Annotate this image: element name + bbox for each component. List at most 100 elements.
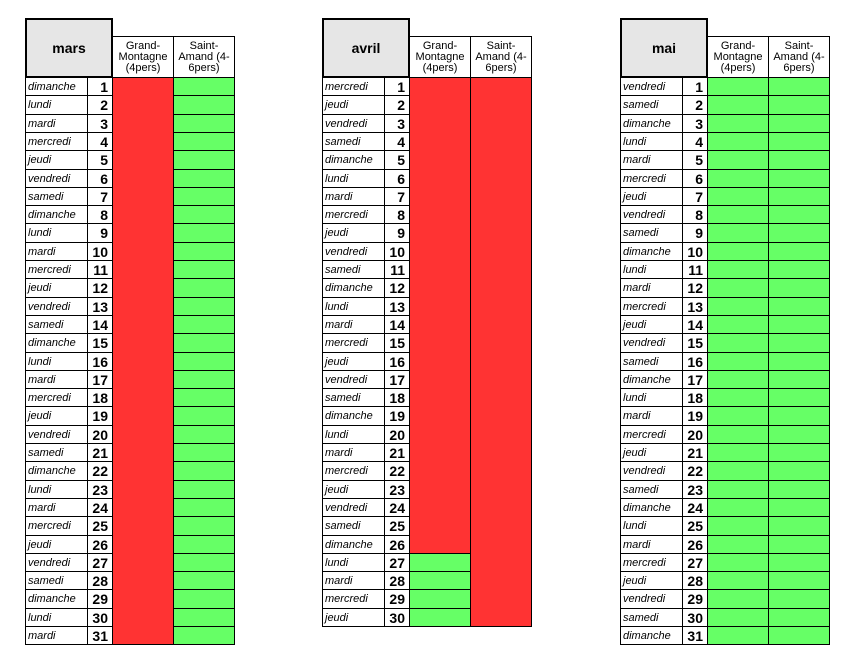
availability-cell — [173, 260, 235, 279]
column-header: Saint-Amand (4-6pers) — [173, 36, 235, 78]
availability-cell — [112, 297, 174, 316]
availability-cell — [768, 461, 830, 481]
availability-cell — [173, 443, 235, 462]
availability-cell — [768, 425, 830, 444]
day-number: 25 — [87, 516, 113, 536]
day-number: 9 — [384, 223, 410, 243]
day-name: mercredi — [620, 297, 683, 316]
day-number: 19 — [682, 406, 708, 426]
day-name: samedi — [620, 223, 683, 243]
availability-cell — [409, 242, 471, 261]
day-number: 13 — [87, 297, 113, 316]
day-number: 5 — [682, 150, 708, 170]
day-number: 1 — [682, 77, 708, 96]
availability-cell — [173, 278, 235, 298]
day-number: 30 — [682, 608, 708, 627]
availability-cell — [707, 589, 769, 609]
day-number: 22 — [682, 461, 708, 481]
availability-cell — [707, 498, 769, 517]
availability-cell — [470, 223, 532, 243]
day-name: samedi — [620, 608, 683, 627]
day-name: samedi — [322, 516, 385, 536]
day-number: 13 — [682, 297, 708, 316]
day-name: samedi — [25, 187, 88, 206]
availability-cell — [112, 498, 174, 517]
availability-cell — [409, 205, 471, 224]
availability-cell — [409, 297, 471, 316]
day-number: 25 — [682, 516, 708, 536]
day-name: vendredi — [25, 297, 88, 316]
day-number: 14 — [682, 315, 708, 334]
availability-cell — [173, 498, 235, 517]
day-name: samedi — [25, 443, 88, 462]
availability-cell — [409, 150, 471, 170]
day-name: vendredi — [620, 461, 683, 481]
availability-cell — [768, 516, 830, 536]
availability-cell — [707, 535, 769, 554]
availability-cell — [707, 223, 769, 243]
availability-cell — [112, 370, 174, 389]
availability-cell — [470, 169, 532, 188]
day-number: 7 — [682, 187, 708, 206]
day-name: mardi — [322, 443, 385, 462]
availability-cell — [409, 223, 471, 243]
day-number: 28 — [682, 571, 708, 590]
day-name: mardi — [25, 114, 88, 133]
column-header: Saint-Amand (4-6pers) — [768, 36, 830, 78]
availability-cell — [470, 571, 532, 590]
day-number: 30 — [384, 608, 410, 627]
availability-cell — [470, 242, 532, 261]
availability-cell — [173, 388, 235, 407]
day-name: lundi — [322, 297, 385, 316]
day-name: lundi — [322, 425, 385, 444]
availability-cell — [173, 535, 235, 554]
availability-cell — [112, 516, 174, 536]
day-name: dimanche — [322, 278, 385, 298]
day-number: 8 — [87, 205, 113, 224]
column-header: Grand-Montagne (4pers) — [112, 36, 174, 78]
day-name: jeudi — [620, 187, 683, 206]
day-name: mercredi — [620, 425, 683, 444]
day-name: mardi — [322, 571, 385, 590]
day-name: mercredi — [25, 388, 88, 407]
availability-cell — [768, 95, 830, 115]
availability-cell — [470, 260, 532, 279]
availability-cell — [707, 406, 769, 426]
day-number: 19 — [384, 406, 410, 426]
availability-cell — [173, 150, 235, 170]
availability-cell — [173, 114, 235, 133]
day-name: lundi — [620, 132, 683, 151]
day-number: 3 — [384, 114, 410, 133]
availability-cell — [768, 388, 830, 407]
day-number: 20 — [384, 425, 410, 444]
day-name: dimanche — [620, 498, 683, 517]
day-number: 24 — [87, 498, 113, 517]
day-number: 27 — [682, 553, 708, 572]
day-name: vendredi — [620, 333, 683, 353]
availability-cell — [470, 278, 532, 298]
availability-cell — [409, 406, 471, 426]
availability-cell — [112, 425, 174, 444]
day-name: samedi — [620, 480, 683, 499]
availability-cell — [112, 626, 174, 645]
day-number: 15 — [87, 333, 113, 353]
availability-cell — [707, 150, 769, 170]
day-name: jeudi — [322, 480, 385, 499]
availability-cell — [707, 95, 769, 115]
day-name: lundi — [620, 388, 683, 407]
availability-cell — [707, 333, 769, 353]
day-name: vendredi — [620, 205, 683, 224]
day-name: lundi — [25, 608, 88, 627]
availability-cell — [409, 388, 471, 407]
day-name: mercredi — [620, 169, 683, 188]
day-number: 2 — [682, 95, 708, 115]
availability-cell — [173, 571, 235, 590]
day-number: 30 — [87, 608, 113, 627]
day-number: 14 — [384, 315, 410, 334]
day-name: dimanche — [620, 242, 683, 261]
day-name: mardi — [25, 242, 88, 261]
availability-cell — [173, 205, 235, 224]
availability-cell — [409, 480, 471, 499]
availability-cell — [112, 150, 174, 170]
availability-cell — [409, 535, 471, 554]
